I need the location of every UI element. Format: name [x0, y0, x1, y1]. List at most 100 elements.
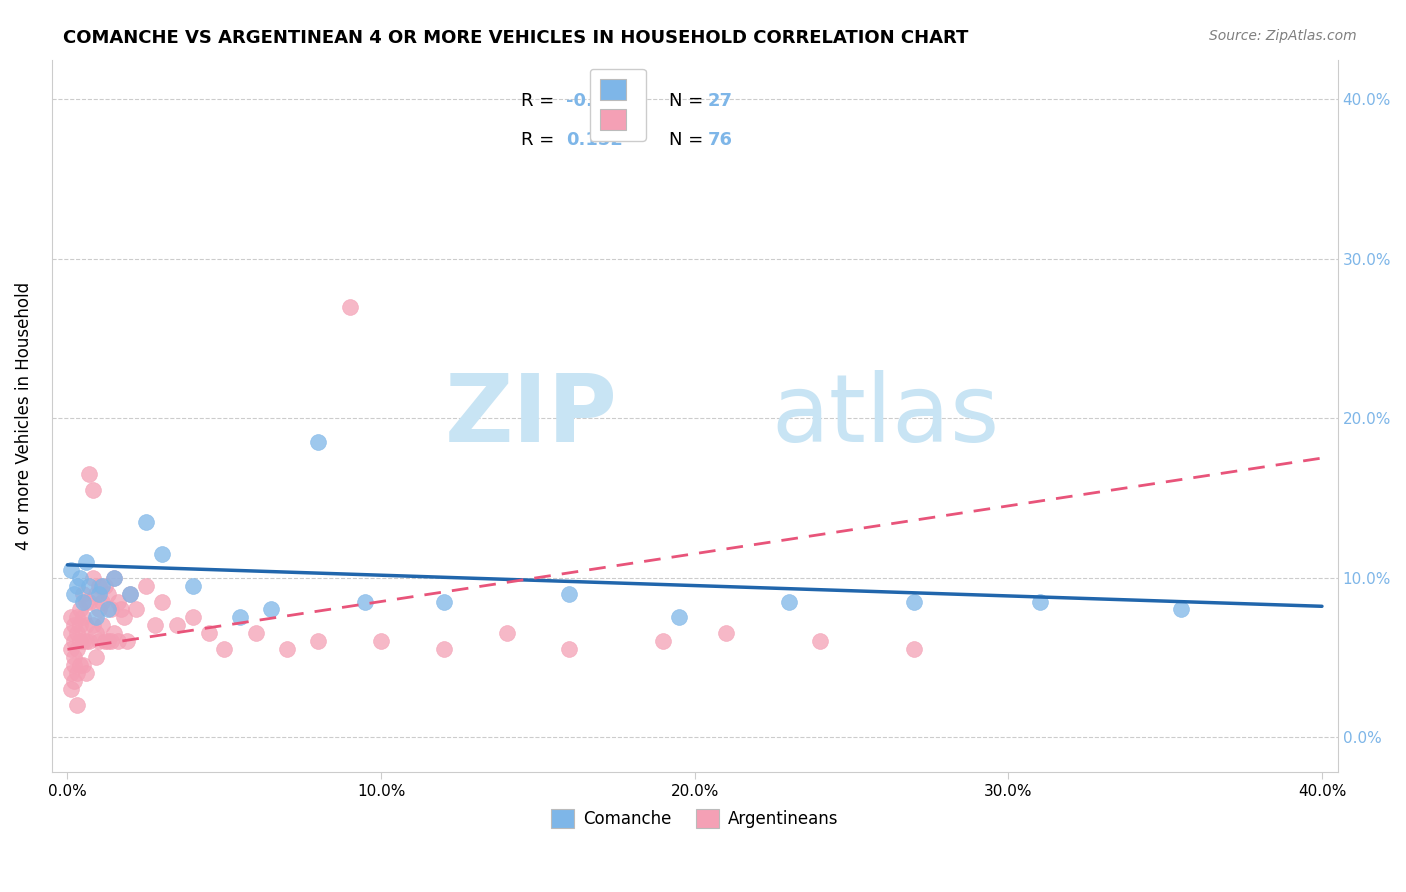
- Point: [107, 634, 129, 648]
- Point: [87, 578, 110, 592]
- Point: [1170, 602, 1192, 616]
- Point: [668, 610, 690, 624]
- Point: [94, 634, 117, 648]
- Point: [112, 610, 135, 624]
- Point: [84, 650, 107, 665]
- Point: [72, 594, 94, 608]
- Point: [66, 698, 89, 712]
- Text: N =: N =: [669, 131, 709, 149]
- Point: [62, 634, 84, 648]
- Point: [150, 547, 173, 561]
- Point: [69, 571, 91, 585]
- Point: [103, 571, 125, 585]
- Point: [370, 634, 392, 648]
- Point: [181, 578, 204, 592]
- Point: [87, 586, 110, 600]
- Point: [260, 602, 283, 616]
- Point: [72, 634, 94, 648]
- Point: [90, 594, 112, 608]
- Point: [135, 578, 157, 592]
- Point: [62, 618, 84, 632]
- Text: COMANCHE VS ARGENTINEAN 4 OR MORE VEHICLES IN HOUSEHOLD CORRELATION CHART: COMANCHE VS ARGENTINEAN 4 OR MORE VEHICL…: [63, 29, 969, 46]
- Point: [120, 586, 142, 600]
- Point: [103, 626, 125, 640]
- Y-axis label: 4 or more Vehicles in Household: 4 or more Vehicles in Household: [15, 282, 32, 549]
- Point: [276, 642, 298, 657]
- Point: [69, 658, 91, 673]
- Point: [100, 634, 122, 648]
- Point: [79, 467, 101, 481]
- Point: [72, 586, 94, 600]
- Point: [558, 642, 581, 657]
- Point: [75, 634, 97, 648]
- Point: [110, 602, 132, 616]
- Text: 76: 76: [707, 131, 733, 149]
- Point: [107, 594, 129, 608]
- Point: [69, 634, 91, 648]
- Point: [245, 626, 267, 640]
- Point: [87, 634, 110, 648]
- Point: [97, 586, 120, 600]
- Point: [72, 658, 94, 673]
- Point: [66, 666, 89, 681]
- Point: [75, 666, 97, 681]
- Point: [120, 586, 142, 600]
- Point: [90, 578, 112, 592]
- Text: R =: R =: [522, 131, 560, 149]
- Text: ZIP: ZIP: [444, 370, 617, 462]
- Point: [903, 594, 925, 608]
- Point: [62, 658, 84, 673]
- Point: [150, 594, 173, 608]
- Point: [495, 626, 517, 640]
- Point: [778, 594, 800, 608]
- Point: [1028, 594, 1050, 608]
- Point: [82, 483, 104, 497]
- Point: [66, 578, 89, 592]
- Point: [903, 642, 925, 657]
- Point: [652, 634, 675, 648]
- Point: [69, 602, 91, 616]
- Text: Source: ZipAtlas.com: Source: ZipAtlas.com: [1209, 29, 1357, 43]
- Text: 0.152: 0.152: [567, 131, 623, 149]
- Point: [72, 610, 94, 624]
- Point: [135, 515, 157, 529]
- Point: [115, 634, 138, 648]
- Point: [197, 626, 219, 640]
- Point: [69, 618, 91, 632]
- Point: [82, 618, 104, 632]
- Point: [82, 571, 104, 585]
- Point: [62, 586, 84, 600]
- Point: [181, 610, 204, 624]
- Point: [59, 642, 82, 657]
- Point: [79, 578, 101, 592]
- Point: [59, 563, 82, 577]
- Point: [354, 594, 377, 608]
- Point: [84, 586, 107, 600]
- Point: [97, 602, 120, 616]
- Point: [103, 571, 125, 585]
- Point: [75, 555, 97, 569]
- Point: [808, 634, 831, 648]
- Point: [59, 610, 82, 624]
- Point: [212, 642, 235, 657]
- Point: [166, 618, 188, 632]
- Point: [339, 300, 361, 314]
- Point: [75, 594, 97, 608]
- Point: [79, 594, 101, 608]
- Point: [94, 578, 117, 592]
- Point: [79, 634, 101, 648]
- Point: [433, 594, 456, 608]
- Point: [62, 674, 84, 689]
- Point: [59, 626, 82, 640]
- Point: [125, 602, 148, 616]
- Point: [75, 618, 97, 632]
- Point: [97, 634, 120, 648]
- Point: [59, 682, 82, 697]
- Point: [143, 618, 166, 632]
- Point: [84, 626, 107, 640]
- Point: [62, 650, 84, 665]
- Point: [84, 610, 107, 624]
- Text: R =: R =: [522, 92, 560, 110]
- Point: [66, 642, 89, 657]
- Point: [558, 586, 581, 600]
